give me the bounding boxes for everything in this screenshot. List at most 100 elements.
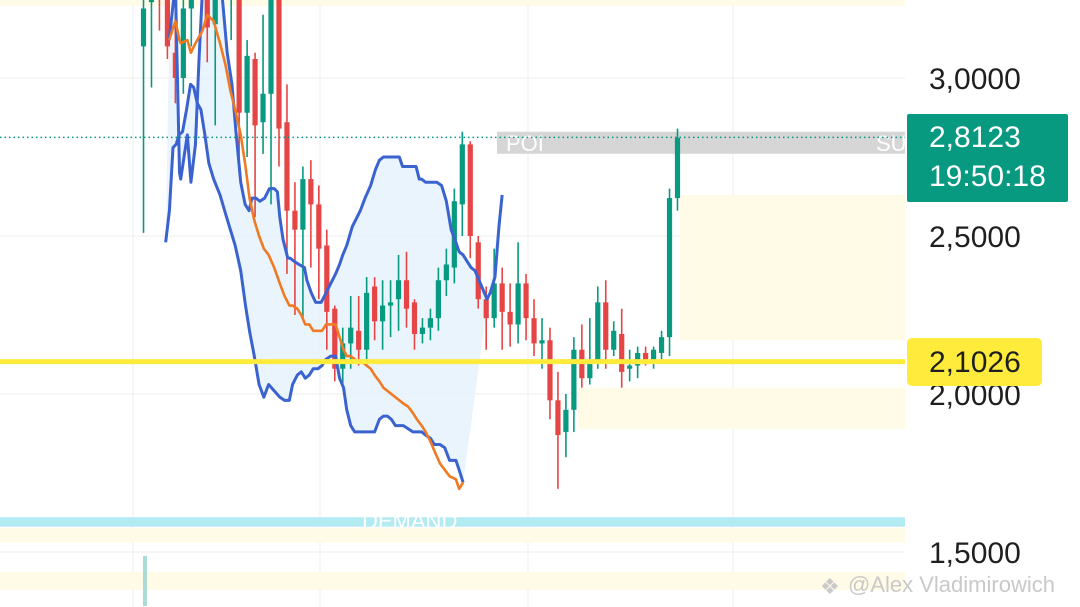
candle-body [475, 242, 481, 300]
candle [308, 160, 314, 268]
zone-demand-label: DEMAND [362, 509, 457, 534]
candle [658, 330, 665, 363]
zone-demand [0, 517, 905, 527]
candle-body [276, 0, 282, 129]
bollinger-upper-line [167, 0, 504, 304]
candle-body [300, 179, 306, 230]
zones: POI SU DEMAND [0, 0, 907, 606]
candle [140, 0, 147, 233]
level-value: 2,1026 [929, 346, 1021, 379]
candle [627, 349, 633, 382]
candle-body [555, 400, 561, 436]
zone-poi [497, 131, 905, 154]
candle-body [563, 409, 569, 432]
candle-body [332, 308, 338, 369]
candle-body [212, 0, 218, 25]
level-tag [907, 338, 1042, 386]
candle [571, 337, 577, 432]
candle [236, 0, 242, 173]
candle-body [619, 333, 625, 372]
zone-top-faint [0, 0, 905, 6]
candle [563, 394, 569, 458]
candle [467, 141, 473, 259]
price-tags: 2,8123 19:50:18 2,1026 [907, 114, 1068, 386]
candle-body [674, 138, 681, 199]
volume-bar [143, 556, 147, 606]
candle-body [643, 352, 649, 363]
candle-body [435, 280, 441, 319]
candle [499, 267, 505, 350]
candle-body [427, 318, 434, 328]
price-tick-label: 2,5000 [929, 221, 1021, 254]
candle-body [380, 305, 386, 322]
candle [340, 327, 346, 388]
candle [531, 299, 537, 357]
candle [292, 182, 298, 315]
bollinger-lower-line [164, 82, 465, 483]
candle [555, 371, 561, 489]
candle [587, 318, 593, 385]
candle-body [666, 198, 673, 338]
candle-body [236, 0, 242, 113]
candle [579, 324, 585, 388]
candle-body [491, 283, 497, 319]
candle [380, 280, 386, 350]
candle-body [571, 349, 577, 410]
candle-body [547, 340, 553, 401]
candle-body [459, 144, 465, 205]
candle-body [650, 349, 657, 363]
candle-body [603, 302, 609, 350]
candle [372, 277, 378, 341]
candle [244, 40, 250, 157]
zone-demand-faint [0, 528, 905, 543]
candle-body [348, 327, 354, 344]
zone-poi-label: POI [506, 131, 544, 156]
candle-body [268, 0, 274, 94]
watermark-text: @Alex Vladimirowich [848, 572, 1055, 597]
candle [611, 321, 617, 357]
candle-body [140, 8, 147, 47]
candle-body [387, 302, 394, 306]
candle-body [324, 245, 330, 312]
candle [435, 267, 441, 331]
candle [212, 0, 218, 126]
candle [230, 0, 232, 41]
candle [491, 248, 497, 328]
candle [188, 0, 194, 47]
candle-body [611, 330, 617, 350]
candle [603, 280, 609, 369]
candle-body [172, 52, 178, 78]
candle [419, 318, 426, 344]
candle [387, 280, 394, 338]
candle [300, 166, 306, 319]
price-tick-label: 3,0000 [929, 63, 1021, 96]
candle-body [523, 283, 529, 319]
last-price-tag [907, 114, 1068, 202]
candle-body [507, 311, 513, 325]
candle-body [252, 59, 258, 126]
candle [158, 0, 161, 31]
price-tick-label: 1,5000 [929, 537, 1021, 570]
candle-body [292, 210, 298, 230]
candle-body [316, 204, 322, 249]
candle [395, 254, 402, 331]
watermark-logo-icon: ❖ [820, 574, 840, 599]
candle [459, 131, 465, 236]
candle [427, 308, 434, 341]
zone-lower-faint [578, 387, 905, 429]
price-lines [0, 0, 905, 491]
candle [276, 0, 282, 167]
candle-body [395, 280, 402, 300]
zone-supply-faint [680, 194, 905, 341]
candle [547, 327, 553, 420]
bollinger-band [165, 0, 503, 483]
candle [674, 128, 681, 211]
bar-countdown: 19:50:18 [929, 160, 1046, 193]
candle [666, 188, 673, 357]
candle-body [515, 283, 521, 325]
candle-body [356, 330, 362, 350]
candle [268, 0, 274, 205]
candle-body [587, 362, 593, 379]
